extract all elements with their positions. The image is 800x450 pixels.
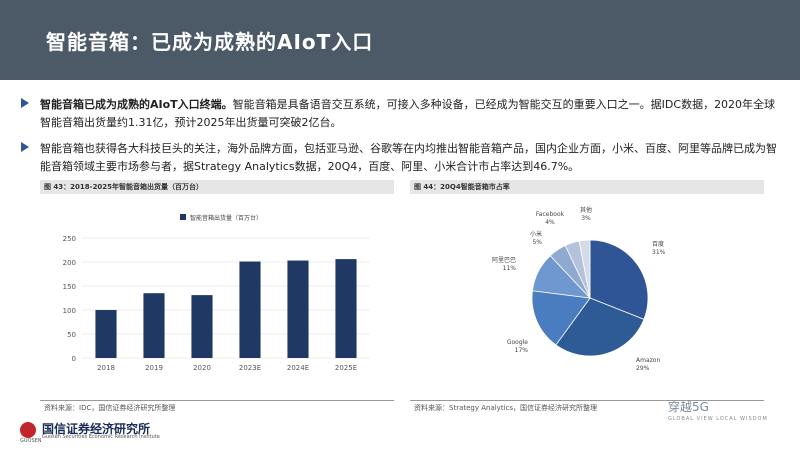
y-tick-label: 0 [72, 355, 76, 363]
y-tick-label: 150 [63, 283, 76, 291]
slice-label: Facebook [536, 211, 565, 218]
x-tick-label: 2019 [145, 364, 163, 372]
x-tick-label: 2025E [335, 364, 357, 372]
bar [95, 310, 117, 358]
logo-text: GUOSEN [20, 438, 42, 444]
bullet-marker-icon [21, 98, 29, 108]
x-tick-label: 2024E [287, 364, 309, 372]
y-tick-label: 50 [67, 331, 76, 339]
page-title: 智能音箱：已成为成熟的AIoT入口 [46, 30, 374, 54]
pie-slice [531, 290, 591, 346]
bar [335, 259, 357, 358]
x-tick-label: 2023E [239, 364, 261, 372]
bullet-2: 智能音箱也获得各大科技巨头的关注，海外品牌方面，包括亚马逊、谷歌等在内均推出智能… [20, 140, 780, 176]
watermark-sub: GLOBAL VIEW LOCAL WISDOM [668, 416, 768, 422]
y-tick-label: 100 [63, 307, 76, 315]
slice-pct-label: 11% [503, 265, 517, 272]
bar-chart-panel: 图 43：2018-2025年智能音箱出货量（百万台） 0 50 100 150 200… [40, 180, 394, 414]
bar-chart-source: 资料来源：IDC，国信证券经济研究所整理 [40, 400, 394, 414]
slice-pct-label: 5% [532, 239, 542, 246]
bullet-1-bold: 智能音箱已成为成熟的AIoT入口终端。 [40, 98, 233, 111]
footer-logo: 国信证券经济研究所 Guosen Securities Economic Res… [20, 418, 190, 444]
slice-pct-label: 29% [636, 365, 650, 372]
pie-chart-panel: 图 44：20Q4智能音箱市占率 百度 31% Amazon 29% Google 17%… [410, 180, 764, 414]
slice-pct-label: 31% [652, 249, 666, 256]
bullet-2-text: 智能音箱也获得各大科技巨头的关注，海外品牌方面，包括亚马逊、谷歌等在内均推出智能… [40, 142, 777, 173]
logo-icon [20, 422, 36, 438]
legend-label: 智能音箱出货量（百万台） [190, 214, 262, 222]
bar-chart-title: 图 43：2018-2025年智能音箱出货量（百万台） [40, 180, 394, 194]
pie-slice [578, 239, 591, 299]
bar-chart: 0 50 100 150 200 250 2018 2019 2020 2023E 2024E 202… [63, 214, 370, 372]
pie-slice [555, 297, 645, 357]
pie-chart-source: 资料来源：Strategy Analytics，国信证券经济研究所整理 [410, 400, 764, 414]
slice-label: Google [507, 339, 528, 346]
bullet-1-text: 智能音箱是具备语音交互系统，可接入多种设备，已经成为智能交互的重要入口之一。据I… [40, 98, 776, 129]
bar [191, 295, 213, 358]
bar [239, 261, 261, 358]
pie-chart-title: 图 44：20Q4智能音箱市占率 [410, 180, 764, 194]
slice-label: 百度 [652, 240, 664, 248]
x-tick-label: 2020 [193, 364, 211, 372]
slice-pct-label: 3% [581, 215, 591, 222]
org-name-en: Guosen Securities Economic Research Inst… [42, 434, 160, 440]
slice-label: 阿里巴巴 [492, 256, 516, 264]
slice-pct-label: 17% [515, 347, 529, 354]
slice-label: 其他 [580, 206, 592, 214]
y-tick-label: 200 [63, 259, 76, 267]
org-name-cn: 国信证券经济研究所 [42, 422, 151, 436]
bullet-marker-icon [21, 142, 29, 152]
bar [287, 260, 309, 358]
slice-label: 小米 [530, 230, 542, 238]
watermark: 穿越5G [668, 400, 709, 414]
x-tick-label: 2018 [97, 364, 115, 372]
bar [143, 293, 165, 358]
y-tick-label: 250 [63, 235, 76, 243]
slice-pct-label: 4% [545, 219, 555, 226]
legend-swatch [180, 214, 186, 220]
slice-label: Amazon [636, 357, 660, 364]
header-bar: 智能音箱：已成为成熟的AIoT入口 [0, 0, 800, 80]
pie-slice [589, 239, 649, 320]
bullet-1: 智能音箱已成为成熟的AIoT入口终端。智能音箱是具备语音交互系统，可接入多种设备… [20, 96, 780, 132]
